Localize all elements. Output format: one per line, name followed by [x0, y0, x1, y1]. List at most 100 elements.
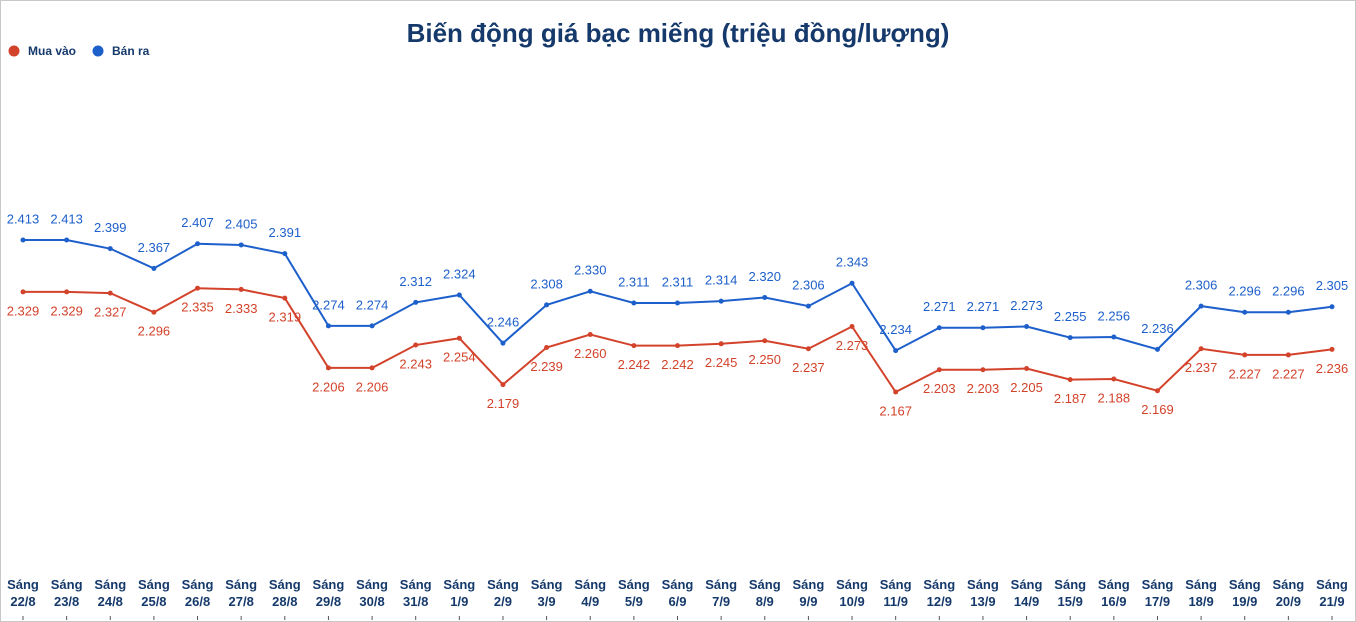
x-tick-label-line: Sáng [400, 577, 432, 592]
data-label: 2.239 [530, 359, 563, 374]
data-point [1154, 388, 1160, 394]
data-label: 2.320 [748, 269, 781, 284]
x-tick-label-line: 9/9 [799, 594, 817, 609]
x-tick-label-line: 8/9 [756, 594, 774, 609]
x-tick-label-line: 6/9 [668, 594, 686, 609]
legend-label: Mua vào [28, 44, 76, 58]
x-tick-label: Sáng 14/9 [1011, 577, 1043, 609]
data-point [893, 389, 899, 395]
data-point [64, 289, 70, 295]
x-tick-label-line: Sáng [531, 577, 563, 592]
x-tick-label-line: Sáng [1272, 577, 1304, 592]
x-tick-label-line: 2/9 [494, 594, 512, 609]
data-label: 2.242 [618, 357, 651, 372]
x-tick-label: Sáng 6/9 [662, 577, 694, 609]
x-tick-label-line: Sáng [618, 577, 650, 592]
x-tick-label-line: Sáng [313, 577, 345, 592]
data-point [413, 299, 419, 305]
x-tick-label-line: 29/8 [316, 594, 341, 609]
x-tick-label-line: 12/9 [927, 594, 952, 609]
x-tick-label-line: 4/9 [581, 594, 599, 609]
data-label: 2.327 [94, 305, 127, 320]
data-point [238, 286, 244, 292]
x-tick-label-line: 24/8 [98, 594, 123, 609]
x-tick-label-line: Sáng [793, 577, 825, 592]
legend-marker [92, 45, 104, 57]
data-point [20, 237, 26, 243]
data-point [151, 265, 157, 271]
data-point [107, 290, 113, 296]
data-point [1154, 346, 1160, 352]
data-point [1024, 324, 1030, 330]
data-label: 2.203 [923, 381, 956, 396]
data-label: 2.333 [225, 301, 258, 316]
data-point [980, 325, 986, 331]
data-point [936, 367, 942, 373]
data-label: 2.234 [879, 322, 912, 337]
x-tick-label-line: 17/9 [1145, 594, 1170, 609]
x-tick-label-line: 14/9 [1014, 594, 1039, 609]
data-label: 2.179 [487, 396, 520, 411]
x-tick-label-line: 3/9 [538, 594, 556, 609]
x-tick-label: Sáng 26/8 [182, 577, 214, 609]
data-point [20, 289, 26, 295]
data-point [762, 294, 768, 300]
legend-marker [8, 45, 20, 57]
data-label: 2.324 [443, 266, 476, 281]
data-label: 2.236 [1316, 361, 1349, 376]
x-tick-label: Sáng 30/8 [356, 577, 388, 609]
x-tick-label: Sáng 2/9 [487, 577, 519, 609]
x-tick-label-line: 31/8 [403, 594, 428, 609]
data-label: 2.407 [181, 215, 214, 230]
x-tick-label-line: 20/9 [1276, 594, 1301, 609]
data-label: 2.256 [1098, 308, 1131, 323]
data-point [500, 340, 506, 346]
data-label: 2.271 [967, 299, 1000, 314]
x-tick-label-line: Sáng [836, 577, 868, 592]
data-point [238, 242, 244, 248]
data-label: 2.391 [269, 225, 302, 240]
data-point [1285, 352, 1291, 358]
data-label: 2.335 [181, 300, 214, 315]
data-point [64, 237, 70, 243]
x-tick-label-line: 27/8 [229, 594, 254, 609]
x-tick-label-line: Sáng [574, 577, 606, 592]
x-tick-label: Sáng 16/9 [1098, 577, 1130, 609]
x-tick-label-line: Sáng [138, 577, 170, 592]
data-point [325, 323, 331, 329]
x-tick-label: Sáng 10/9 [836, 577, 868, 609]
x-tick-label: Sáng 12/9 [923, 577, 955, 609]
data-label: 2.243 [399, 356, 432, 371]
x-tick-label-line: 28/8 [272, 594, 297, 609]
data-point [325, 365, 331, 371]
data-label: 2.271 [923, 299, 956, 314]
x-tick-label-line: Sáng [967, 577, 999, 592]
data-label: 2.254 [443, 350, 476, 365]
x-tick-label: Sáng 31/8 [400, 577, 432, 609]
x-tick-label-line: Sáng [1185, 577, 1217, 592]
data-label: 2.399 [94, 220, 127, 235]
data-label: 2.242 [661, 357, 694, 372]
data-label: 2.227 [1228, 366, 1261, 381]
data-label: 2.187 [1054, 391, 1087, 406]
x-tick-label: Sáng 27/8 [225, 577, 257, 609]
legend-label: Bán ra [112, 44, 150, 58]
x-tick-label-line: 10/9 [839, 594, 864, 609]
x-tick-label: Sáng 13/9 [967, 577, 999, 609]
data-point [107, 246, 113, 252]
data-point [1067, 335, 1073, 341]
x-tick-label-line: Sáng [749, 577, 781, 592]
data-label: 2.245 [705, 355, 738, 370]
data-point [369, 365, 375, 371]
data-point [718, 298, 724, 304]
data-point [1329, 346, 1335, 352]
data-label: 2.413 [50, 211, 83, 226]
x-tick-label: Sáng 19/9 [1229, 577, 1261, 609]
data-point [1198, 346, 1204, 352]
x-tick-label: Sáng 8/9 [749, 577, 781, 609]
data-label: 2.343 [836, 255, 869, 270]
x-tick-label-line: Sáng [443, 577, 475, 592]
